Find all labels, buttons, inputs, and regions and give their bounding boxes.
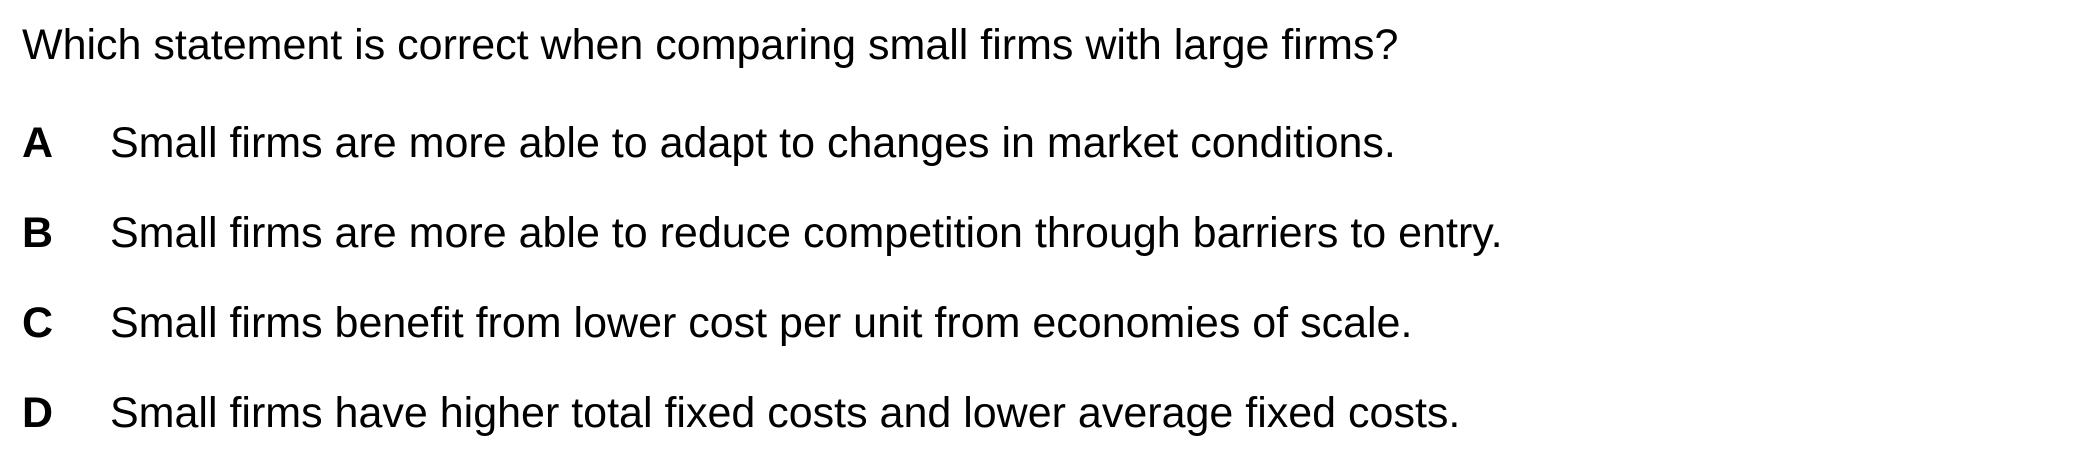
option-text: Small firms have higher total fixed cost… — [110, 389, 1461, 437]
question-text: Which statement is correct when comparin… — [22, 21, 1399, 69]
option-letter: A — [22, 119, 54, 167]
option-c: C Small firms benefit from lower cost pe… — [0, 296, 2099, 350]
option-b: B Small firms are more able to reduce co… — [0, 206, 2099, 260]
option-letter: C — [22, 299, 54, 347]
option-text: Small firms benefit from lower cost per … — [110, 299, 1413, 347]
option-letter: B — [22, 209, 54, 257]
option-text: Small firms are more able to adapt to ch… — [110, 119, 1396, 167]
option-text: Small firms are more able to reduce comp… — [110, 209, 1503, 257]
option-d: D Small firms have higher total fixed co… — [0, 386, 2099, 440]
option-a: A Small firms are more able to adapt to … — [0, 116, 2099, 170]
option-letter: D — [22, 389, 54, 437]
